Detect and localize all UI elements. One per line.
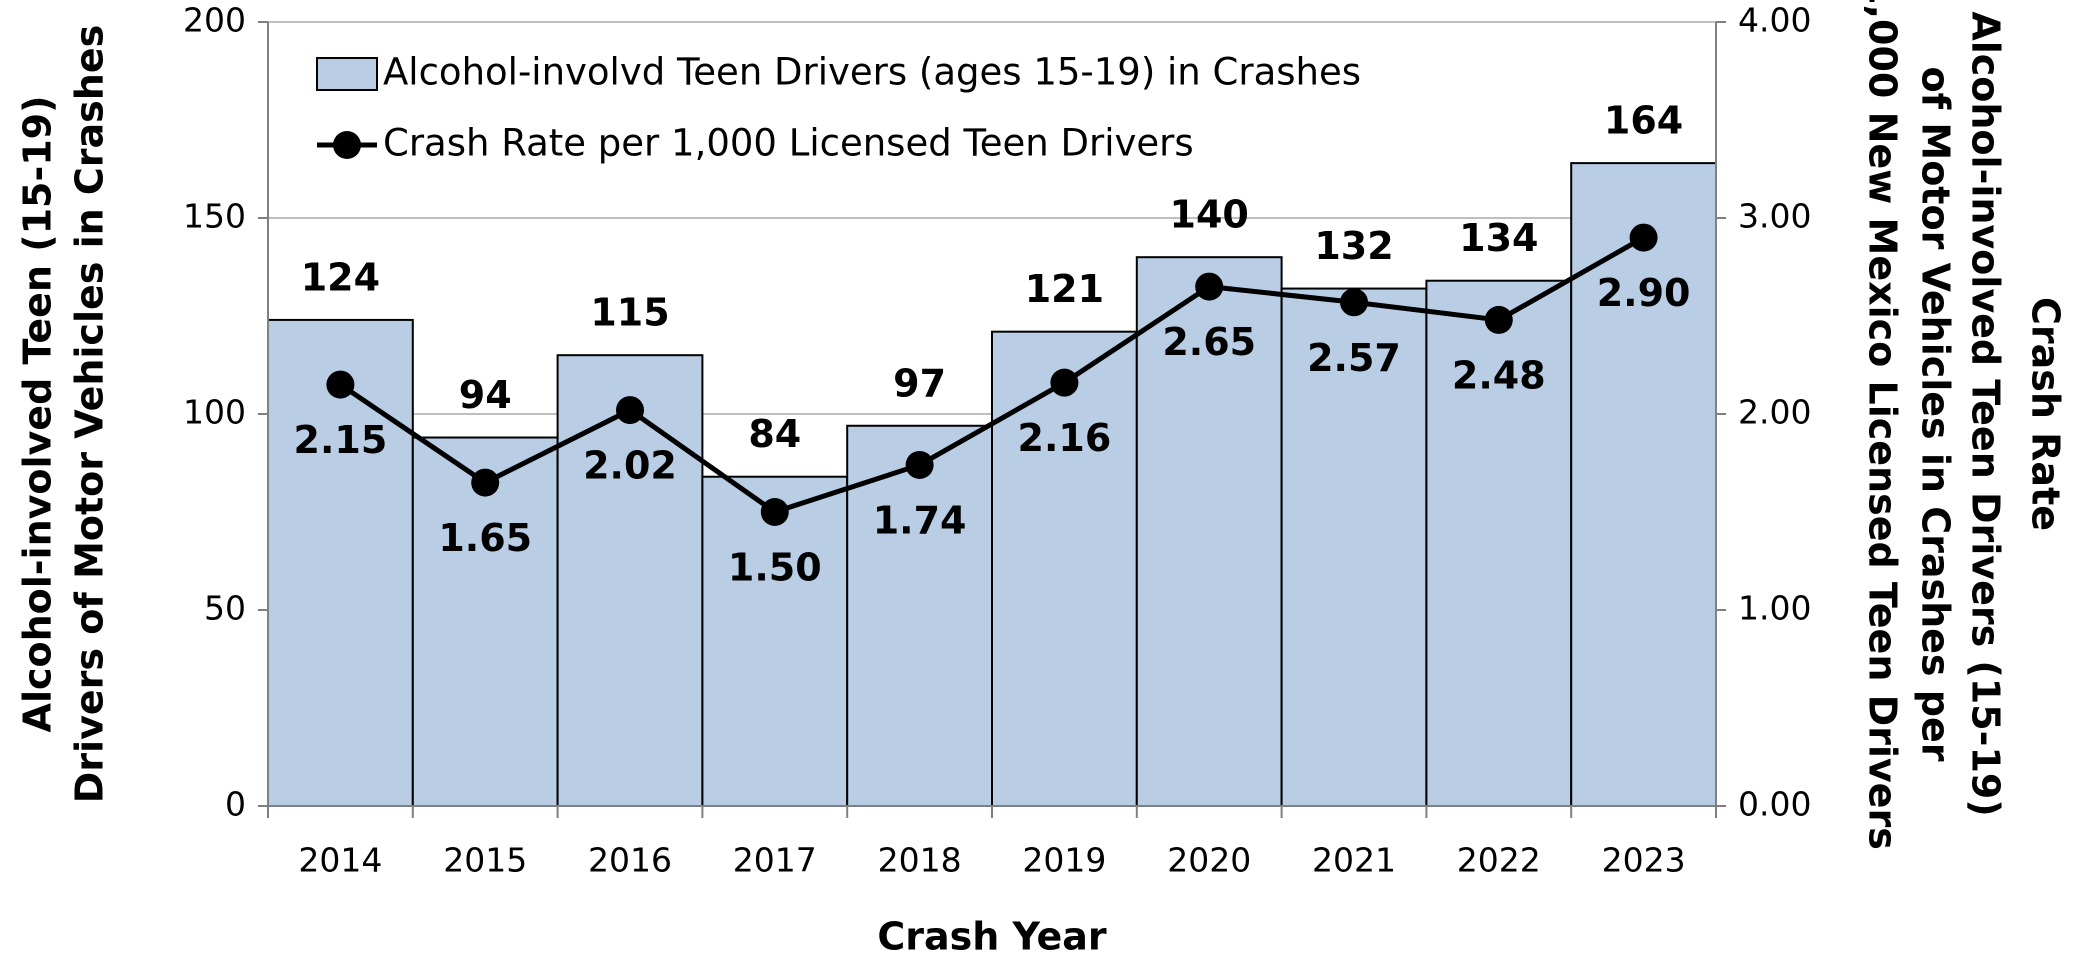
x-tick-label: 2023: [1602, 841, 1686, 880]
line-marker: [326, 370, 355, 399]
line-marker: [471, 468, 500, 497]
bar: [267, 318, 414, 807]
y-tick-label: 100: [183, 393, 246, 432]
bar-value-label: 97: [893, 361, 946, 405]
x-tick-label: 2018: [878, 841, 962, 880]
bar-value-label: 140: [1170, 193, 1249, 237]
bar-value-label: 115: [590, 291, 669, 335]
y-tick-label: 200: [183, 1, 246, 40]
bar-value-label: 134: [1459, 216, 1538, 260]
bar-value-label: 84: [748, 412, 801, 456]
bar: [1280, 287, 1428, 807]
y2-tick-label: 1.00: [1738, 589, 1811, 628]
line-marker: [616, 396, 644, 425]
y-tick-label: 150: [183, 197, 246, 236]
x-tick-label: 2019: [1022, 841, 1106, 880]
y2-axis-label: Alcohol-involved Teen Drivers (15-19): [1964, 11, 2008, 816]
bar: [1135, 256, 1283, 807]
x-tick-label: 2014: [298, 841, 382, 880]
bar: [991, 330, 1138, 807]
line-marker: [1629, 223, 1658, 252]
bar: [1425, 279, 1573, 808]
x-tick-label: 2016: [588, 841, 672, 880]
line-marker: [760, 498, 789, 526]
bar: [701, 475, 849, 807]
y2-tick-label: 0.00: [1738, 785, 1811, 824]
y-axis-label: Drivers of Motor Vehicles in Crashes: [68, 25, 112, 803]
y2-axis-label: 1,000 New Mexico Licensed Teen Drivers: [1861, 0, 1905, 850]
line-value-label: 2.48: [1452, 353, 1546, 397]
legend-label: Crash Rate per 1,000 Licensed Teen Drive…: [383, 122, 1194, 165]
bar-value-label: 164: [1604, 99, 1683, 143]
y2-tick-label: 4.00: [1738, 1, 1811, 40]
line-value-label: 1.74: [873, 498, 967, 542]
line-value-label: 2.15: [294, 418, 388, 462]
x-tick-label: 2017: [733, 841, 817, 880]
y2-axis-label: Crash Rate: [2024, 297, 2068, 531]
line-value-label: 1.50: [728, 546, 822, 590]
x-tick-label: 2022: [1457, 841, 1541, 880]
x-tick-label: 2020: [1167, 841, 1251, 880]
line-marker: [905, 450, 934, 479]
line-value-label: 2.90: [1597, 271, 1691, 315]
line-value-label: 1.65: [438, 516, 532, 560]
x-tick-label: 2021: [1312, 841, 1396, 880]
x-axis-label: Crash Year: [877, 915, 1107, 959]
y2-tick-label: 2.00: [1738, 393, 1811, 432]
bar-value-label: 94: [459, 373, 512, 417]
y2-tick-label: 3.00: [1738, 197, 1811, 236]
line-value-label: 2.02: [583, 444, 677, 488]
y-tick-label: 50: [204, 589, 246, 628]
y2-axis-label: of Motor Vehicles in Crashes per: [1914, 67, 1958, 762]
bar-value-label: 132: [1314, 224, 1393, 268]
bar: [846, 424, 994, 807]
bar: [1570, 162, 1717, 807]
line: [338, 235, 1645, 515]
y-axis-label: Alcohol-involved Teen (15-19): [16, 96, 60, 733]
line-value-label: 2.57: [1307, 336, 1401, 380]
y-tick-label: 0: [225, 785, 246, 824]
line-marker: [1050, 368, 1079, 397]
bar: [556, 354, 704, 807]
line-marker: [1195, 272, 1224, 301]
legend-label: Alcohol-involvd Teen Drivers (ages 15-19…: [383, 51, 1361, 94]
bar-value-label: 124: [301, 255, 380, 299]
line-marker: [1484, 305, 1513, 334]
bar-value-label: 121: [1025, 267, 1104, 311]
line-value-label: 2.65: [1162, 320, 1256, 364]
line-value-label: 2.16: [1018, 416, 1112, 460]
legend-marker: [333, 131, 361, 159]
legend-swatch: [316, 57, 378, 91]
x-tick-label: 2015: [443, 841, 527, 880]
line-marker: [1340, 288, 1368, 317]
